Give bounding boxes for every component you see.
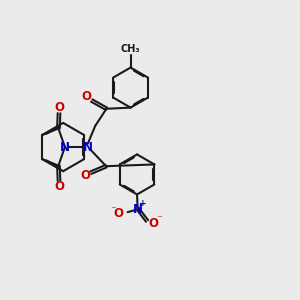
Text: O: O (114, 207, 124, 220)
Text: +: + (139, 199, 147, 208)
Text: CH₃: CH₃ (121, 44, 140, 54)
Text: N: N (83, 141, 93, 154)
Text: O: O (54, 180, 64, 193)
Text: O: O (54, 101, 64, 114)
Text: N: N (60, 141, 70, 154)
Text: ⁻: ⁻ (157, 214, 162, 224)
Text: O: O (80, 169, 90, 182)
Text: O: O (148, 217, 158, 230)
Text: O: O (81, 91, 92, 103)
Text: N: N (133, 203, 143, 216)
Text: ⁻: ⁻ (110, 205, 116, 215)
